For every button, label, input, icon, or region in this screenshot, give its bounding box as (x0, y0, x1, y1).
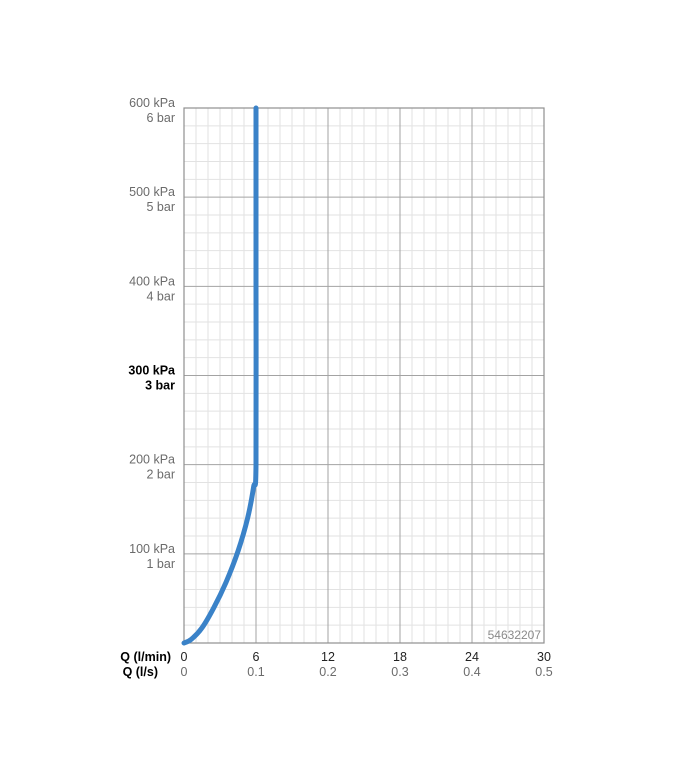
chart-code-annotation: 54632207 (488, 628, 542, 642)
plot-frame (183, 107, 545, 644)
x-axis-labels: Q (l/min) Q (l/s) 00 60.1 120.2 180.3 240.4 3… (120, 650, 552, 679)
y-tick-kpa-label: 600 kPa (129, 96, 175, 110)
y-tick-bar-label: 3 bar (145, 379, 175, 393)
x-tick-ls-label: 0 (181, 665, 188, 679)
x-tick-ls-label: 0.3 (391, 665, 408, 679)
y-tick-kpa-label: 500 kPa (129, 185, 175, 199)
x-tick-ls-label: 0.1 (247, 665, 264, 679)
x-tick-lmin-label: 0 (181, 650, 188, 664)
x-tick-lmin-label: 6 (253, 650, 260, 664)
y-tick-kpa-label: 300 kPa (128, 364, 176, 378)
y-tick-bar-label: 2 bar (147, 468, 176, 482)
y-tick-bar-label: 5 bar (147, 200, 176, 214)
x-tick-lmin-label: 12 (321, 650, 335, 664)
y-tick-bar-label: 1 bar (147, 557, 176, 571)
x-tick-lmin-label: 24 (465, 650, 479, 664)
y-tick-bar-label: 6 bar (147, 111, 176, 125)
y-tick-bar-label: 4 bar (147, 289, 176, 303)
x-tick-lmin-label: 30 (537, 650, 551, 664)
flow-curve (181, 105, 259, 646)
x-tick-ls-label: 0.4 (463, 665, 480, 679)
x-tick-ls-label: 0.2 (319, 665, 336, 679)
x-axis-name-lmin: Q (l/min) (120, 650, 171, 664)
y-tick-kpa-label: 400 kPa (129, 274, 175, 288)
y-tick-kpa-label: 200 kPa (129, 453, 175, 467)
x-tick-ls-label: 0.5 (535, 665, 552, 679)
x-tick-lmin-label: 18 (393, 650, 407, 664)
y-tick-kpa-label: 100 kPa (129, 542, 175, 556)
x-axis-name-ls: Q (l/s) (123, 665, 158, 679)
